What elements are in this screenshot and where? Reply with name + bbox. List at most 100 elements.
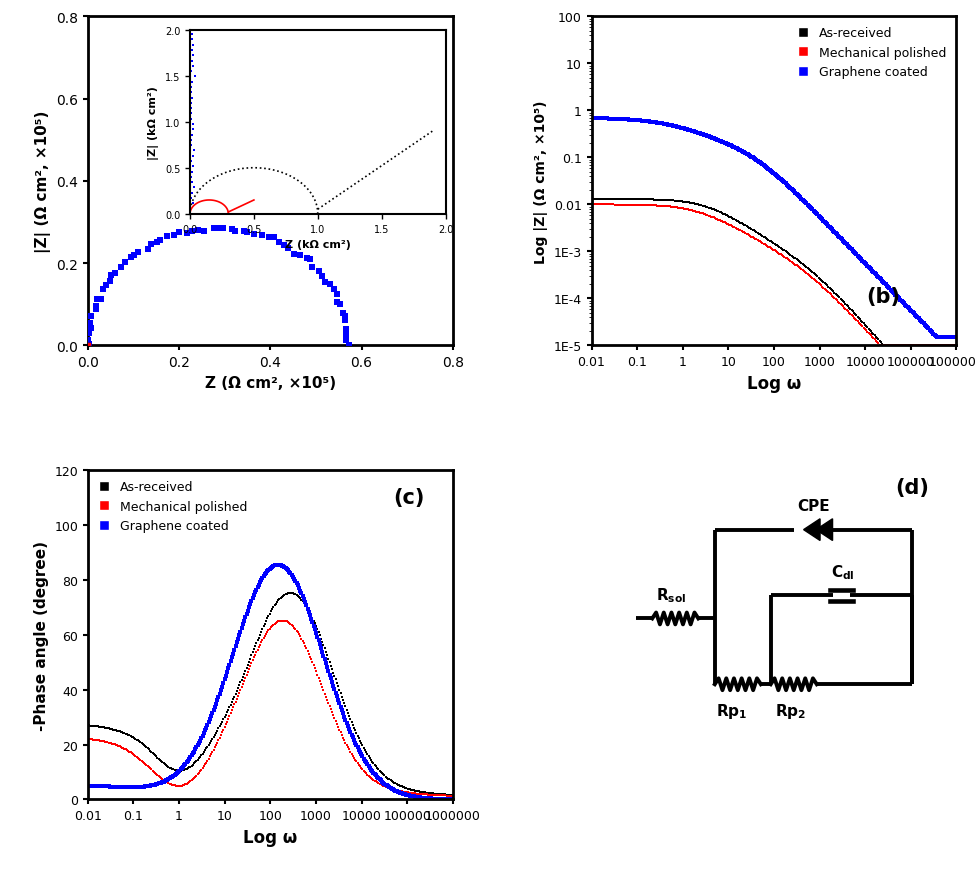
Point	[179, 226, 194, 240]
Point	[215, 222, 230, 236]
Graphene coated	[803, 202, 815, 212]
Point	[329, 288, 345, 302]
Point	[246, 228, 262, 242]
Mechanical polished	[587, 200, 598, 210]
Graphene coated	[809, 208, 821, 218]
Point	[329, 295, 345, 309]
Text: $\mathbf{C_{dl}}$: $\mathbf{C_{dl}}$	[832, 562, 855, 581]
Point	[80, 334, 96, 348]
Point	[98, 279, 113, 293]
Point	[126, 249, 142, 263]
Line: Mechanical polished: Mechanical polished	[590, 204, 957, 348]
Point	[311, 264, 327, 278]
Point	[113, 261, 129, 275]
Point	[332, 298, 347, 312]
Point	[265, 231, 281, 245]
Point	[88, 303, 103, 317]
Point	[271, 235, 287, 249]
Mechanical polished	[809, 275, 821, 286]
Point	[236, 225, 252, 239]
Point	[335, 307, 350, 321]
Point	[239, 226, 255, 240]
Point	[326, 283, 342, 297]
Point	[339, 333, 354, 347]
Graphene coated	[801, 200, 813, 210]
As-received	[587, 195, 598, 205]
Point	[166, 229, 182, 242]
Point	[102, 275, 118, 289]
Point	[338, 328, 353, 342]
Point	[210, 222, 225, 235]
Text: (d): (d)	[895, 477, 929, 497]
Point	[89, 300, 104, 314]
Point	[107, 268, 123, 282]
Point	[81, 337, 97, 351]
Mechanical polished	[803, 270, 815, 281]
Point	[299, 252, 314, 266]
Graphene coated	[893, 294, 905, 304]
Graphene coated	[951, 333, 962, 343]
Point	[159, 230, 175, 244]
Point	[287, 248, 303, 262]
Graphene coated	[586, 114, 597, 124]
Point	[342, 339, 357, 353]
Point	[261, 230, 276, 244]
Point	[322, 277, 338, 291]
Point	[196, 224, 212, 238]
Mechanical polished	[586, 200, 597, 210]
Graphene coated	[916, 318, 928, 328]
Y-axis label: Log |Z| (Ω cm², ×10⁵): Log |Z| (Ω cm², ×10⁵)	[534, 100, 548, 263]
Point	[140, 242, 155, 256]
Text: (a): (a)	[371, 34, 404, 54]
As-received	[809, 269, 821, 280]
Point	[337, 314, 352, 328]
Mechanical polished	[951, 341, 962, 351]
Point	[80, 339, 96, 353]
X-axis label: Log ω: Log ω	[243, 828, 298, 846]
Point	[280, 242, 296, 255]
Point	[142, 237, 158, 251]
As-received	[801, 263, 813, 274]
Point	[80, 339, 96, 353]
As-received	[894, 341, 906, 351]
Point	[227, 225, 243, 239]
Text: CPE: CPE	[797, 499, 830, 514]
Point	[82, 317, 98, 331]
Point	[89, 292, 104, 306]
Point	[84, 310, 100, 324]
Point	[254, 229, 269, 243]
Point	[292, 249, 307, 262]
X-axis label: Z (Ω cm², ×10⁵): Z (Ω cm², ×10⁵)	[205, 375, 336, 390]
Point	[117, 255, 133, 269]
Line: As-received: As-received	[590, 198, 957, 348]
Text: (b): (b)	[867, 287, 901, 307]
Graphene coated	[587, 114, 598, 124]
As-received	[878, 341, 890, 351]
Point	[123, 250, 139, 264]
Polygon shape	[803, 519, 820, 541]
Mechanical polished	[801, 269, 813, 280]
Point	[314, 269, 330, 283]
Y-axis label: |Z| (Ω cm², ×10⁵): |Z| (Ω cm², ×10⁵)	[34, 110, 51, 253]
Polygon shape	[816, 519, 833, 541]
Point	[183, 224, 199, 238]
Point	[206, 222, 222, 235]
Text: $\mathbf{Rp_2}$: $\mathbf{Rp_2}$	[775, 701, 806, 720]
Mechanical polished	[894, 341, 906, 351]
Point	[149, 235, 165, 249]
Point	[224, 222, 239, 236]
Text: $\mathbf{R_{sol}}$: $\mathbf{R_{sol}}$	[656, 586, 686, 604]
Y-axis label: -Phase angle (degree): -Phase angle (degree)	[34, 541, 49, 730]
As-received	[803, 264, 815, 275]
Point	[276, 238, 292, 252]
As-received	[586, 195, 597, 205]
Legend: As-received, Mechanical polished, Graphene coated: As-received, Mechanical polished, Graphe…	[793, 23, 951, 83]
Point	[190, 223, 206, 237]
Point	[339, 323, 354, 337]
Point	[82, 327, 98, 341]
Point	[94, 292, 109, 306]
Point	[338, 310, 353, 324]
Point	[131, 246, 146, 260]
As-received	[917, 341, 929, 351]
Mechanical polished	[917, 341, 929, 351]
